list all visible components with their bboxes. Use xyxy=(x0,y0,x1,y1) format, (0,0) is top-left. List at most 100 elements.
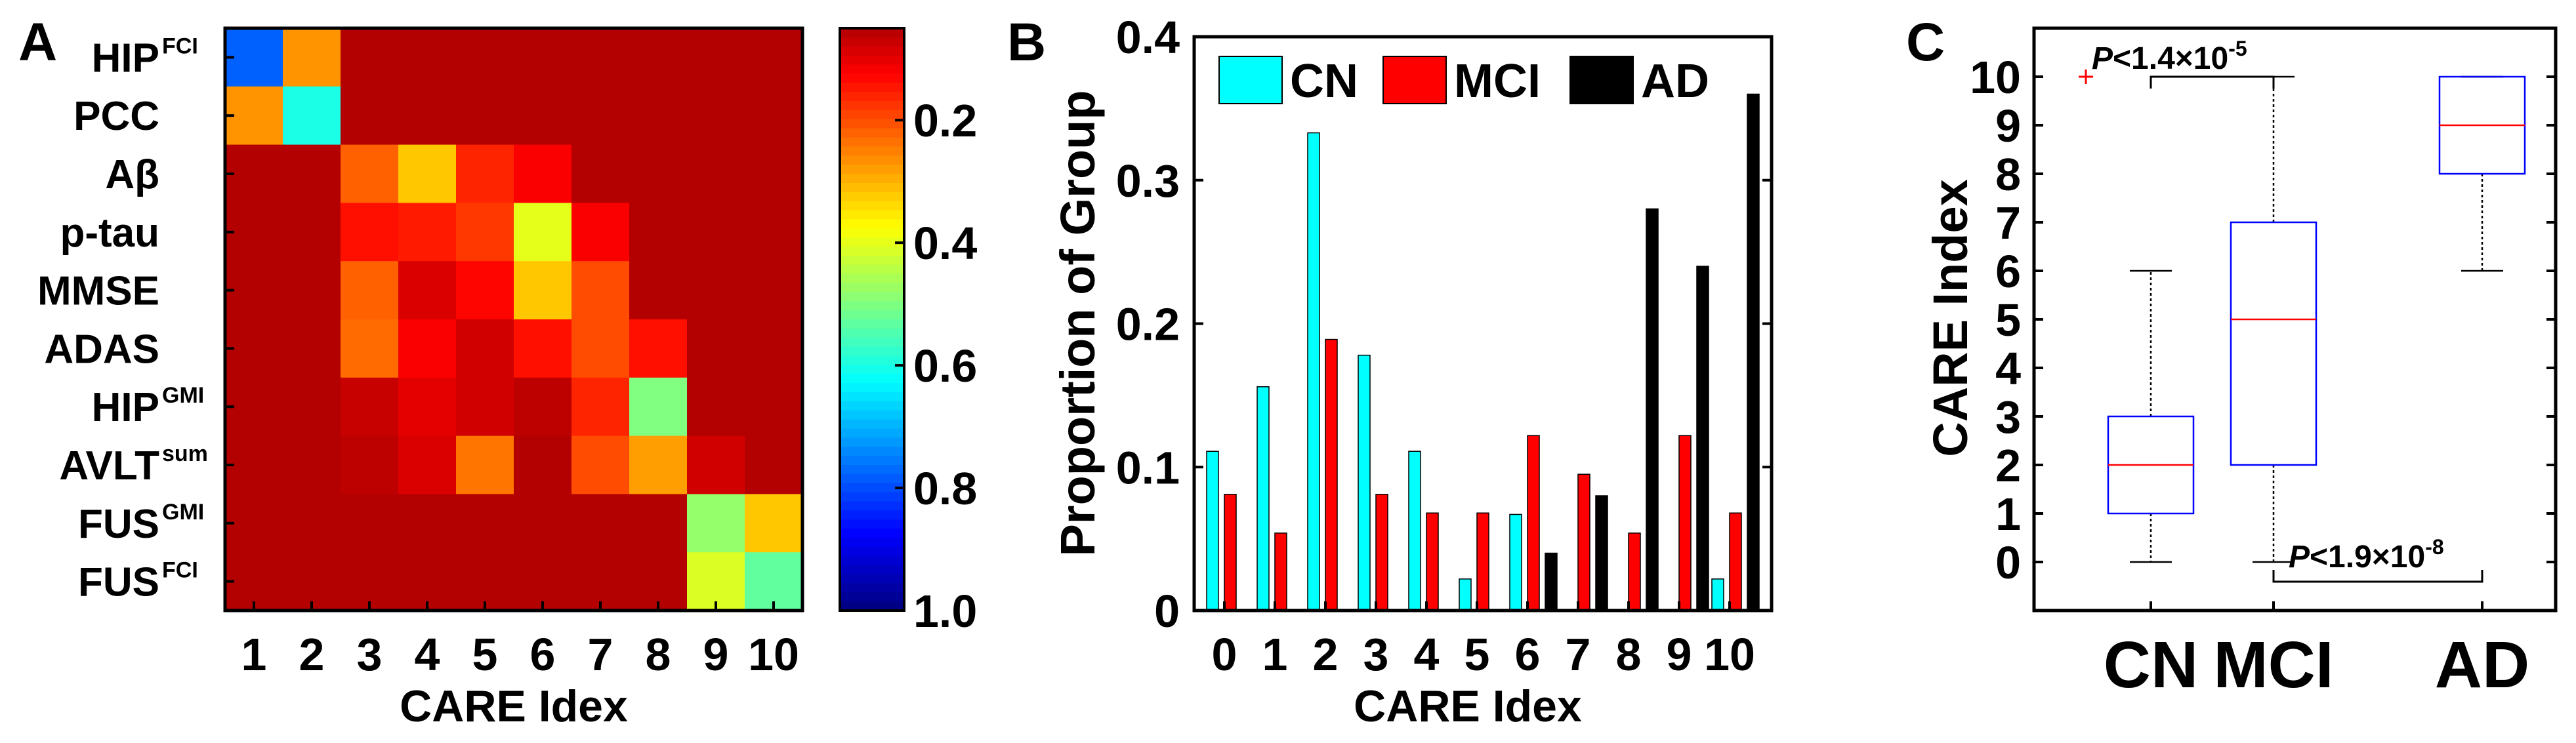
heatmap-cell xyxy=(745,203,803,262)
colorbar-segment xyxy=(840,583,904,593)
colorbar-segment xyxy=(840,447,904,456)
heatmap-cell xyxy=(283,319,341,378)
heatmap-cell xyxy=(398,494,457,553)
significance-value: <1.4×10 xyxy=(2113,41,2228,76)
bar-chart-x-axis-label: CARE Idex xyxy=(1354,681,1582,731)
heatmap-cell xyxy=(398,28,457,87)
heatmap-cell xyxy=(225,377,283,437)
colorbar-segment xyxy=(840,501,904,511)
significance-exponent: -8 xyxy=(2425,535,2443,559)
heatmap-cell xyxy=(687,552,745,611)
colorbar-segment xyxy=(840,64,904,74)
heatmap-cell xyxy=(225,435,283,494)
colorbar-segment xyxy=(840,592,904,602)
heatmap-cell xyxy=(687,319,745,378)
significance-p: P xyxy=(2289,540,2310,574)
colorbar-segment xyxy=(840,383,904,393)
heatmap-cell xyxy=(687,435,745,494)
colorbar-segment xyxy=(840,437,904,447)
colorbar-frame xyxy=(839,27,905,612)
heatmap-cell xyxy=(398,203,457,262)
bar-chart-legend: CN MCI AD xyxy=(1218,55,1709,108)
heatmap-cell xyxy=(571,86,630,146)
heatmap-x-tick-label: 10 xyxy=(748,629,799,680)
colorbar-segment xyxy=(840,247,904,256)
bar-x-tick-label: 4 xyxy=(1414,629,1440,680)
legend-swatch-ad xyxy=(1569,56,1634,104)
colorbar-segment xyxy=(840,174,904,184)
heatmap-cell xyxy=(629,28,688,87)
bar-cn xyxy=(1206,451,1219,611)
colorbar-segment xyxy=(840,101,904,111)
colorbar: 0.2 0.4 0.6 0.8 1.0 xyxy=(839,27,977,637)
colorbar-segment xyxy=(840,55,904,66)
heatmap-cell xyxy=(341,28,399,87)
bar-mci xyxy=(1678,435,1692,611)
bar-mci xyxy=(1375,494,1388,611)
heatmap-col-labels: 1 2 3 4 5 6 7 8 9 10 xyxy=(241,629,799,680)
heatmap-cell xyxy=(456,435,514,494)
heatmap-cell xyxy=(629,261,688,320)
heatmap-cell xyxy=(225,552,283,611)
heatmap-cell xyxy=(745,552,803,611)
panel-label-a: A xyxy=(18,12,57,72)
heatmap-row-label-superscript: sum xyxy=(162,441,208,466)
heatmap-cell xyxy=(398,86,457,146)
heatmap-cell xyxy=(456,144,514,203)
box-y-tick-label: 1 xyxy=(1995,489,2021,540)
heatmap-cell xyxy=(571,144,630,203)
box-y-tick-label: 9 xyxy=(1995,100,2021,151)
bar-mci xyxy=(1628,532,1641,611)
heatmap-cell xyxy=(629,86,688,146)
colorbar-segment xyxy=(840,201,904,211)
heatmap-cell xyxy=(514,144,572,203)
heatmap-row-label: HIP xyxy=(92,385,159,430)
colorbar-segment xyxy=(840,310,904,320)
significance-bracket xyxy=(2272,570,2483,583)
heatmap-row-label-superscript: FCI xyxy=(162,33,198,58)
colorbar-segment xyxy=(840,510,904,520)
heatmap-row-label: HIP xyxy=(92,35,159,81)
heatmap-ticks xyxy=(225,56,775,611)
heatmap-cell xyxy=(341,261,399,320)
heatmap-cell xyxy=(571,261,630,320)
box-y-tick-label: 7 xyxy=(1995,197,2021,249)
colorbar-segment xyxy=(840,292,904,302)
bar-ad xyxy=(1646,208,1659,611)
colorbar-segment xyxy=(840,137,904,147)
heatmap-cell xyxy=(398,377,457,437)
colorbar-segment xyxy=(840,228,904,238)
colorbar-segment xyxy=(840,555,904,566)
colorbar-segment xyxy=(840,237,904,247)
colorbar-segment xyxy=(840,191,904,202)
box-plot-annotations: P<1.4×10-5P<1.9×10-8 xyxy=(2092,37,2483,583)
colorbar-segment xyxy=(840,46,904,56)
colorbar-segment xyxy=(840,392,904,402)
heatmap-cell xyxy=(283,552,341,611)
bar-y-tick-label: 0.2 xyxy=(1116,299,1180,350)
legend-swatch-mci xyxy=(1382,56,1447,104)
colorbar-segment xyxy=(840,273,904,284)
heatmap-x-tick-label: 5 xyxy=(472,629,498,680)
box-y-tick-label: 3 xyxy=(1995,392,2021,443)
bar-cn xyxy=(1307,132,1320,611)
heatmap-cell xyxy=(629,377,688,437)
colorbar-segment xyxy=(840,210,904,220)
colorbar-segment xyxy=(840,529,904,538)
heatmap-cell xyxy=(514,28,572,87)
heatmap-cell xyxy=(745,144,803,203)
box-y-tick-label: 4 xyxy=(1995,343,2021,394)
colorbar-segment xyxy=(840,73,904,83)
heatmap-cell xyxy=(687,86,745,146)
box-y-tick-label: 8 xyxy=(1995,149,2021,200)
heatmap-cell xyxy=(283,377,341,437)
significance-label: P<1.4×10-5 xyxy=(2092,37,2247,76)
heatmap-cell xyxy=(745,319,803,378)
heatmap-cell xyxy=(687,28,745,87)
heatmap-cell xyxy=(283,203,341,262)
heatmap-cell xyxy=(398,319,457,378)
heatmap-cell xyxy=(571,435,630,494)
bar-cn xyxy=(1408,451,1421,611)
